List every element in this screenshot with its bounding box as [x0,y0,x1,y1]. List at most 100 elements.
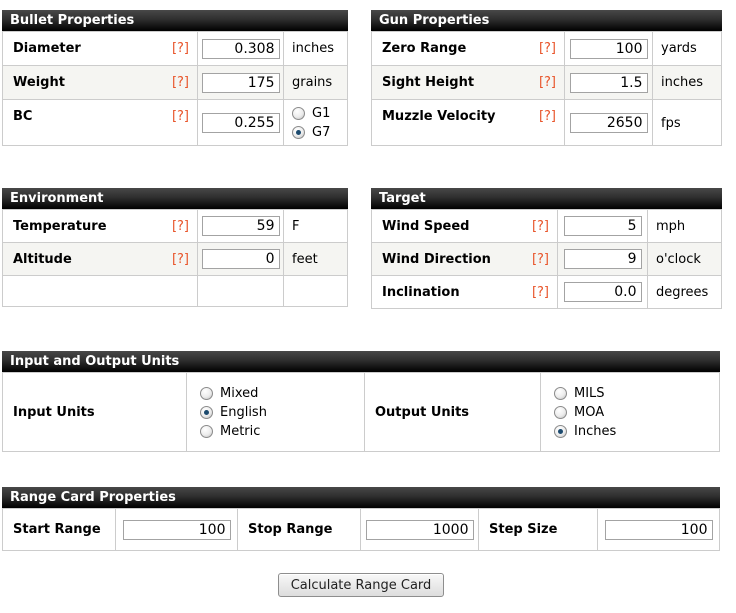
wind-direction-row: Wind Direction [?] o'clock [371,242,722,276]
step-size-label: Step Size [478,508,598,551]
target-panel: Target Wind Speed [?] mph [371,188,722,309]
output-units-option-inches[interactable]: Inches [554,422,719,441]
output-units-option-moa[interactable]: MOA [554,403,719,422]
zero-range-row: Zero Range [?] yards [371,31,722,66]
step-size-input[interactable] [604,519,713,540]
range-card-header: Range Card Properties [2,487,720,508]
temperature-label: Temperature [13,219,107,234]
diameter-input[interactable] [201,38,280,59]
bc-row: BC [?] G1 G7 [2,99,348,146]
weight-input[interactable] [201,72,280,93]
units-row: Input Units Mixed English Metric [2,372,720,452]
input-units-option-metric[interactable]: Metric [200,422,364,441]
g7-radio-icon[interactable] [292,125,305,139]
diameter-row: Diameter [?] inches [2,31,348,66]
bc-label: BC [13,109,33,124]
wind-direction-label: Wind Direction [382,252,491,267]
muzzle-velocity-help-link[interactable]: [?] [538,109,556,124]
input-units-option-english[interactable]: English [200,403,364,422]
inclination-row: Inclination [?] degrees [371,275,722,309]
weight-label: Weight [13,75,65,90]
start-range-label: Start Range [2,508,116,551]
environment-header: Environment [2,188,348,209]
moa-radio-label: MOA [574,404,605,420]
sight-height-input[interactable] [569,72,648,93]
bc-input[interactable] [201,112,280,133]
wind-direction-input[interactable] [563,249,642,269]
temperature-row: Temperature [?] F [2,209,348,243]
inclination-unit-label: degrees [647,275,722,309]
g1-radio-icon[interactable] [292,106,305,120]
bc-help-link[interactable]: [?] [171,109,189,124]
wind-direction-help-link[interactable]: [?] [531,252,549,267]
muzzle-velocity-input[interactable] [569,112,648,133]
units-header: Input and Output Units [2,351,720,372]
range-card-table: Start Range Stop Range Step Size [2,508,720,551]
diameter-unit-label: inches [283,31,348,66]
environment-panel: Environment Temperature [?] F [2,188,348,309]
muzzle-velocity-label: Muzzle Velocity [382,109,496,124]
button-row: Calculate Range Card [2,573,720,597]
english-radio-label: English [220,404,267,420]
zero-range-label: Zero Range [382,41,467,56]
moa-radio-icon[interactable] [554,405,567,419]
bc-model-option-g7[interactable]: G7 [292,123,347,142]
wind-speed-row: Wind Speed [?] mph [371,209,722,243]
range-card-row: Start Range Stop Range Step Size [2,508,720,551]
zero-range-help-link[interactable]: [?] [538,41,556,56]
wind-speed-unit-label: mph [647,209,722,243]
metric-radio-label: Metric [220,423,261,439]
wind-speed-label: Wind Speed [382,219,470,234]
inclination-help-link[interactable]: [?] [531,285,549,300]
diameter-help-link[interactable]: [?] [171,41,189,56]
altitude-row: Altitude [?] feet [2,242,348,276]
inclination-label: Inclination [382,285,460,300]
mils-radio-icon[interactable] [554,386,567,400]
start-range-input[interactable] [122,519,231,540]
wind-direction-unit-label: o'clock [647,242,722,276]
gun-properties-panel: Gun Properties Zero Range [?] yards [371,10,722,146]
middle-panel-row: Environment Temperature [?] F [2,188,722,309]
range-card-panel: Range Card Properties Start Range Stop R… [2,487,720,551]
target-header: Target [371,188,722,209]
gun-properties-table: Zero Range [?] yards Sight Height [?] [371,31,722,146]
sight-height-label: Sight Height [382,75,475,90]
altitude-input[interactable] [201,249,280,269]
zero-range-input[interactable] [569,38,648,59]
altitude-unit-label: feet [283,242,348,276]
top-panel-row: Bullet Properties Diameter [?] inches [2,10,722,146]
output-units-option-mils[interactable]: MILS [554,384,719,403]
input-units-option-mixed[interactable]: Mixed [200,384,364,403]
temperature-input[interactable] [201,216,280,236]
calculate-range-card-button[interactable]: Calculate Range Card [277,573,445,597]
inclination-input[interactable] [563,282,642,302]
muzzle-velocity-unit-label: fps [661,116,681,131]
temperature-unit-label: F [283,209,348,243]
g7-radio-label: G7 [312,124,331,140]
wind-speed-input[interactable] [563,216,642,236]
sight-height-unit-label: inches [652,65,722,100]
mixed-radio-icon[interactable] [200,386,213,400]
g1-radio-label: G1 [312,105,331,121]
weight-row: Weight [?] grains [2,65,348,100]
temperature-help-link[interactable]: [?] [171,219,189,234]
weight-help-link[interactable]: [?] [171,75,189,90]
environment-table: Temperature [?] F Altitude [?] [2,209,348,307]
inches-radio-icon[interactable] [554,424,567,438]
metric-radio-icon[interactable] [200,424,213,438]
stop-range-input[interactable] [365,519,474,540]
units-table: Input Units Mixed English Metric [2,372,720,452]
english-radio-icon[interactable] [200,405,213,419]
mixed-radio-label: Mixed [220,385,259,401]
bc-model-option-g1[interactable]: G1 [292,104,347,123]
target-table: Wind Speed [?] mph Wind Direction [?] [371,209,722,309]
muzzle-velocity-row: Muzzle Velocity [?] fps [371,99,722,146]
environment-empty-row [2,275,348,307]
altitude-label: Altitude [13,252,72,267]
sight-height-help-link[interactable]: [?] [538,75,556,90]
gun-properties-header: Gun Properties [371,10,722,31]
altitude-help-link[interactable]: [?] [171,252,189,267]
input-units-label: Input Units [2,372,187,452]
inches-radio-label: Inches [574,423,617,439]
wind-speed-help-link[interactable]: [?] [531,219,549,234]
